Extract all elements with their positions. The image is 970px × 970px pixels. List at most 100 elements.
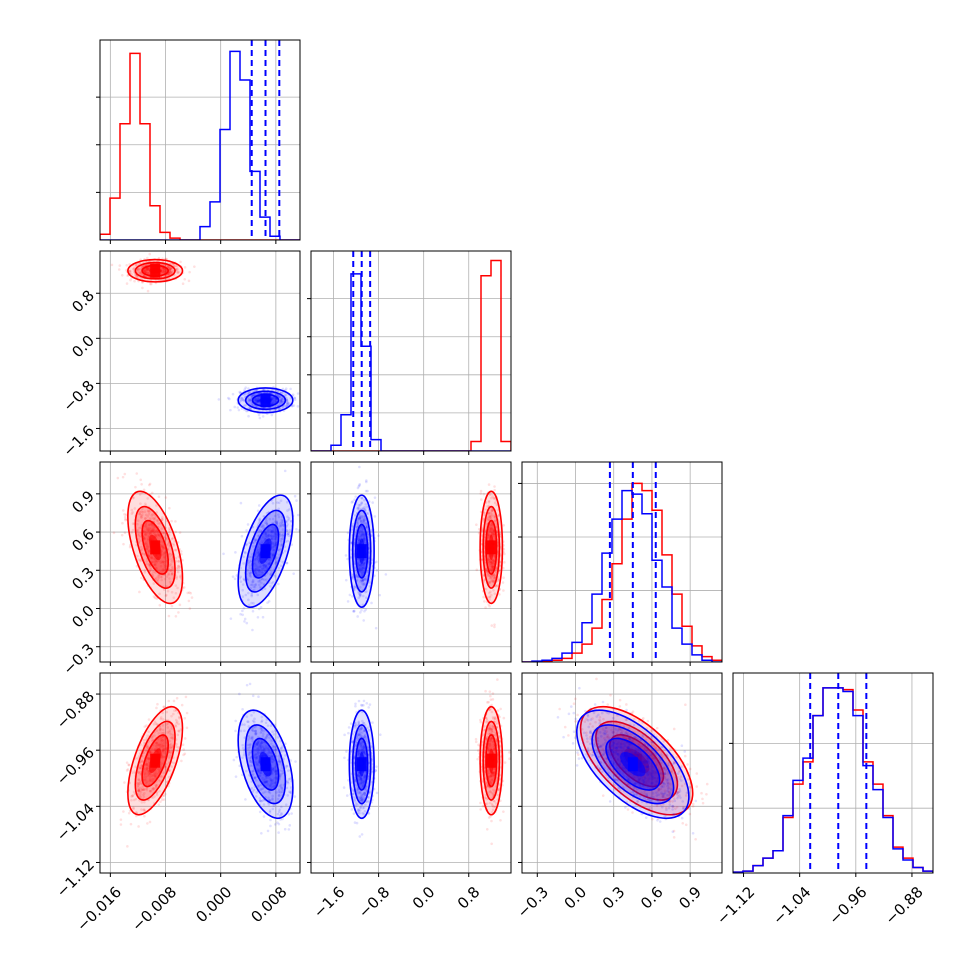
scatter-point — [190, 596, 194, 599]
scatter-point — [254, 583, 258, 586]
scatter-point — [270, 570, 273, 574]
scatter-point — [254, 389, 257, 392]
scatter-point — [281, 537, 284, 541]
scatter-point — [273, 537, 277, 541]
scatter-point — [278, 808, 282, 811]
scatter-point — [280, 522, 284, 525]
scatter-point — [489, 524, 493, 527]
scatter-point — [144, 502, 147, 506]
scatter-point — [142, 738, 146, 742]
scatter-point — [356, 486, 360, 490]
scatter-point — [285, 402, 289, 406]
scatter-point — [158, 768, 162, 772]
scatter-point — [486, 557, 490, 561]
scatter-point — [247, 753, 251, 757]
scatter-point — [256, 593, 260, 597]
scatter-point — [274, 748, 278, 751]
scatter-point — [248, 682, 252, 686]
scatter-point — [164, 593, 168, 597]
scatter-point — [258, 580, 262, 583]
scatter-point — [285, 398, 289, 402]
panel-frame-1-0 — [99, 250, 301, 452]
scatter-point — [142, 741, 146, 745]
scatter-point — [148, 526, 151, 530]
scatter-point — [475, 523, 478, 526]
scatter-point — [490, 565, 494, 569]
scatter-point — [272, 399, 276, 403]
scatter-point — [182, 586, 186, 589]
scatter-point — [257, 528, 261, 532]
scatter-point — [153, 560, 156, 563]
scatter-point — [263, 565, 266, 569]
scatter-point — [155, 741, 159, 745]
scatter-point — [158, 729, 162, 732]
scatter-point — [259, 771, 262, 775]
scatter-point — [268, 799, 272, 802]
scatter-point — [263, 578, 266, 582]
scatter-point — [132, 807, 135, 810]
scatter-point — [296, 405, 300, 408]
scatter-point — [135, 472, 139, 475]
scatter-point — [491, 508, 494, 512]
scatter-point — [257, 521, 261, 525]
scatter-point — [152, 582, 155, 585]
scatter-point — [140, 515, 143, 519]
scatter-point — [357, 542, 360, 545]
scatter-point — [147, 531, 151, 534]
scatter-point — [155, 529, 158, 533]
scatter-point — [256, 534, 260, 538]
scatter-point — [363, 609, 366, 613]
scatter-point — [189, 591, 192, 595]
scatter-point — [288, 508, 291, 511]
scatter-point — [137, 531, 140, 535]
scatter-point — [251, 578, 255, 582]
scatter-point — [143, 725, 147, 728]
scatter-point — [154, 744, 158, 748]
scatter-point — [267, 796, 270, 800]
scatter-point — [167, 775, 171, 779]
scatter-point — [147, 770, 151, 774]
scatter-point — [373, 496, 377, 499]
scatter-point — [133, 507, 137, 510]
scatter-point — [169, 267, 173, 270]
scatter-point — [171, 536, 175, 540]
scatter-point — [492, 558, 495, 562]
scatter-point — [147, 509, 150, 513]
scatter-point — [245, 683, 249, 687]
scatter-point — [179, 260, 182, 264]
scatter-point — [257, 554, 260, 558]
scatter-point — [161, 268, 164, 271]
scatter-point — [169, 733, 173, 736]
scatter-point — [155, 519, 159, 522]
scatter-point — [159, 743, 162, 747]
scatter-point — [164, 594, 168, 598]
scatter-point — [259, 799, 262, 803]
scatter-point — [125, 769, 129, 772]
scatter-point — [285, 561, 289, 565]
scatter-point — [260, 799, 263, 803]
scatter-point — [247, 725, 251, 728]
scatter-point — [170, 557, 174, 561]
scatter-point — [162, 267, 166, 271]
scatter-point — [483, 511, 487, 515]
scatter-point — [270, 754, 274, 758]
scatter-point — [145, 562, 149, 566]
scatter-point — [361, 578, 365, 582]
scatter-point — [138, 510, 141, 514]
scatter-point — [155, 791, 159, 795]
scatter-point — [159, 800, 162, 804]
scatter-point — [275, 560, 278, 564]
scatter-point — [363, 516, 367, 519]
scatter-point — [137, 825, 140, 828]
scatter-point — [187, 279, 191, 283]
scatter-point — [123, 472, 127, 476]
scatter-point — [357, 557, 360, 561]
scatter-point — [287, 516, 291, 520]
scatter-point — [151, 529, 154, 533]
scatter-point — [275, 535, 278, 539]
scatter-point — [277, 515, 281, 519]
scatter-point — [148, 750, 152, 753]
scatter-point — [279, 539, 283, 543]
scatter-point — [161, 724, 165, 727]
scatter-point — [254, 760, 257, 764]
